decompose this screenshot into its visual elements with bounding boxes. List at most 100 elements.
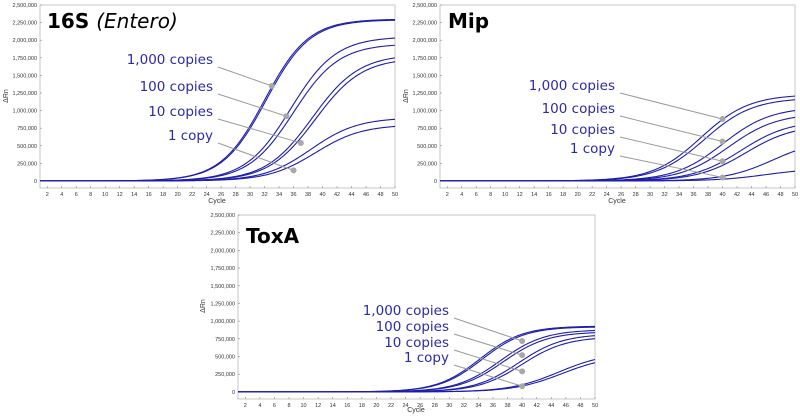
annotation-leader-line	[217, 118, 301, 144]
x-tick-label: 14	[531, 192, 537, 198]
x-tick-label: 44	[548, 403, 554, 409]
x-tick-label: 28	[233, 192, 239, 198]
x-tick-label: 44	[748, 192, 754, 198]
x-tick-label: 24	[204, 192, 210, 198]
annotation-label: 10 copies	[384, 335, 449, 351]
x-tick-label: 34	[475, 403, 481, 409]
y-tick-label: 2,250,000	[211, 231, 235, 237]
x-tick-label: 42	[734, 192, 740, 198]
x-tick-label: 12	[315, 403, 321, 409]
x-tick-label: 22	[388, 403, 394, 409]
y-tick-label: 0	[34, 179, 37, 185]
annotation-marker	[283, 113, 290, 120]
x-tick-label: 20	[575, 192, 581, 198]
y-tick-label: 2,500,000	[211, 213, 235, 219]
x-tick-label: 6	[273, 403, 276, 409]
annotation-leader-line	[619, 92, 723, 120]
y-tick-label: 500,000	[215, 355, 235, 361]
x-tick-label: 22	[189, 192, 195, 198]
y-axis-label: ΔRn	[200, 299, 207, 313]
x-tick-label: 10	[102, 192, 108, 198]
x-tick-label: 24	[604, 192, 610, 198]
x-tick-label: 40	[319, 192, 325, 198]
x-tick-labels: 2 4 6 8 10 12 14 16 18 20 22 24 26 28 30 32 34 36 38 40 42 44…	[244, 397, 598, 409]
x-tick-label: 50	[792, 192, 798, 198]
x-tick-label: 12	[117, 192, 123, 198]
x-tick-label: 32	[461, 403, 467, 409]
annotation-label: 1 copy	[404, 350, 449, 366]
annotation-marker	[719, 138, 726, 145]
x-tick-label: 16	[146, 192, 152, 198]
x-tick-label: 36	[291, 192, 297, 198]
annotation-label: 1 copy	[168, 128, 213, 144]
annotation-leader-line	[217, 93, 287, 117]
x-tick-label: 36	[490, 403, 496, 409]
plot-frame	[439, 4, 796, 189]
x-tick-label: 14	[330, 403, 336, 409]
x-tick-label: 28	[633, 192, 639, 198]
annotation-label: 100 copies	[542, 101, 615, 117]
annotation-marker	[519, 368, 526, 375]
annotation-label: 1 copy	[570, 141, 615, 157]
amplification-curves	[40, 18, 396, 182]
x-tick-label: 18	[560, 192, 566, 198]
y-tick-label: 1,250,000	[211, 301, 235, 307]
y-tick-label: 1,250,000	[13, 91, 37, 97]
x-tick-label: 42	[534, 403, 540, 409]
annotations: 1,000 copies 100 copies 10 copies 1 copy	[529, 78, 726, 181]
x-tick-label: 12	[517, 192, 523, 198]
annotation-leader-line	[453, 364, 523, 387]
annotation-leader-line	[619, 115, 723, 143]
x-tick-label: 4	[258, 403, 261, 409]
y-tick-label: 250,000	[215, 372, 235, 378]
annotation-marker	[297, 139, 304, 146]
y-tick-label: 0	[232, 390, 235, 396]
plot-frame	[237, 214, 596, 400]
y-tick-label: 750,000	[215, 337, 235, 343]
annotation-marker	[719, 116, 726, 123]
y-tick-labels: 0 250,000 500,000 750,000 1,000,000 1,250,000…	[211, 213, 240, 396]
annotation-marker	[290, 167, 297, 174]
amplification-curve	[440, 170, 796, 182]
x-tick-label: 6	[75, 192, 78, 198]
x-tick-label: 38	[505, 403, 511, 409]
x-tick-label: 18	[359, 403, 365, 409]
annotation-marker	[519, 337, 526, 344]
y-tick-labels: 0 250,000 500,000 750,000 1,000,000 1,250,000…	[413, 3, 442, 185]
amplification-curve	[40, 125, 396, 182]
x-tick-label: 6	[475, 192, 478, 198]
y-tick-labels: 0 250,000 500,000 750,000 1,000,000 1,250,000…	[13, 3, 42, 185]
x-tick-label: 10	[301, 403, 307, 409]
y-tick-label: 500,000	[417, 144, 437, 150]
panel-toxa: 0 250,000 500,000 750,000 1,000,000 1,250,000…	[200, 213, 598, 414]
x-tick-label: 36	[691, 192, 697, 198]
amplification-curves	[238, 325, 596, 393]
x-tick-label: 18	[160, 192, 166, 198]
y-tick-label: 1,250,000	[413, 91, 437, 97]
panel-16s: 0 250,000 500,000 750,000 1,000,000 1,250,000…	[3, 3, 398, 205]
annotation-label: 100 copies	[376, 319, 449, 335]
panel-mip: 0 250,000 500,000 750,000 1,000,000 1,250,000…	[403, 3, 798, 205]
x-tick-label: 26	[618, 192, 624, 198]
y-tick-label: 2,500,000	[13, 3, 37, 9]
annotation-leader-line	[453, 349, 523, 372]
x-tick-label: 8	[89, 192, 92, 198]
x-tick-label: 14	[131, 192, 137, 198]
y-tick-label: 2,250,000	[413, 21, 437, 27]
amplification-curves	[440, 95, 796, 182]
y-axis-label: ΔRn	[403, 89, 410, 103]
x-tick-label: 2	[446, 192, 449, 198]
x-tick-label: 38	[705, 192, 711, 198]
panel-title: ToxA	[246, 224, 300, 248]
x-tick-labels: 2 4 6 8 10 12 14 16 18 20 22 24 26 28 30 32 34 36 38 40 42 44…	[446, 186, 798, 198]
x-axis-label: Cycle	[608, 198, 626, 205]
y-tick-label: 750,000	[417, 126, 437, 132]
annotation-leader-line	[619, 136, 723, 162]
y-tick-label: 1,000,000	[413, 109, 437, 115]
x-tick-label: 48	[577, 403, 583, 409]
annotation-leader-line	[217, 66, 273, 87]
annotation-label: 10 copies	[148, 104, 213, 120]
x-tick-label: 2	[244, 403, 247, 409]
x-tick-label: 46	[363, 192, 369, 198]
